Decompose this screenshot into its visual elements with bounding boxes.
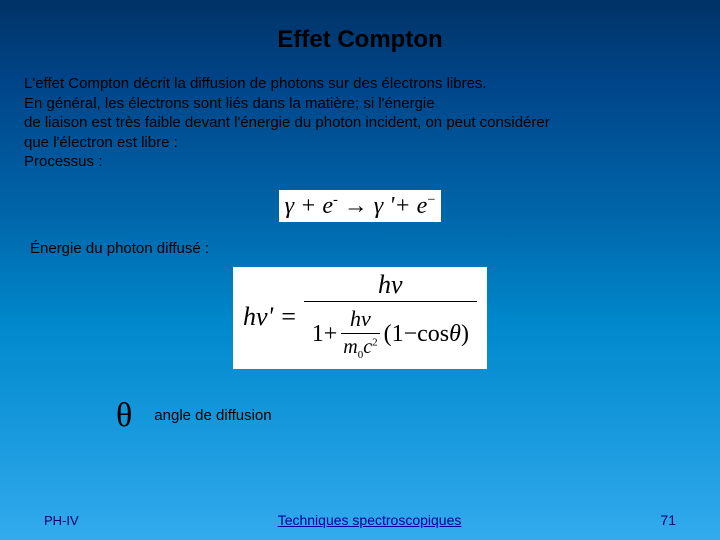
inner-den: m0c2 — [341, 334, 379, 362]
lhs-nu: ν — [256, 302, 268, 331]
inner-num-nu: ν — [361, 306, 371, 331]
sym-plus2: + — [394, 193, 416, 219]
para-line-4: que l'électron est libre : — [24, 133, 696, 153]
den-openp: (1 — [384, 320, 404, 349]
sym-e2: e — [417, 193, 428, 219]
footer: PH-IV Techniques spectroscopiques 71 — [0, 512, 720, 528]
theta-label: angle de diffusion — [154, 407, 271, 424]
inner-den-c: c — [363, 336, 372, 358]
inner-fraction: hν m0c2 — [341, 306, 379, 363]
equation-process: γ + e- → γ '+ e− — [0, 190, 720, 222]
equation-energy-inner: hν' = hν 1 + hν m0c2 — [233, 267, 487, 369]
num-nu: ν — [391, 270, 403, 299]
lhs-h: h — [243, 302, 256, 331]
eq-numerator: hν — [304, 271, 477, 302]
theta-row: θ angle de diffusion — [0, 397, 720, 435]
slide-title: Effet Compton — [0, 0, 720, 74]
sym-gamma: γ — [285, 193, 294, 219]
sym-plus1: + — [294, 193, 322, 219]
inner-den-2: 2 — [372, 337, 378, 349]
den-one: 1 — [312, 320, 324, 349]
equation-energy: hν' = hν 1 + hν m0c2 — [0, 267, 720, 369]
theta-symbol: θ — [116, 397, 132, 435]
eq-denominator: 1 + hν m0c2 (1 − cos θ — [304, 302, 477, 363]
body-paragraph: L'effet Compton décrit la diffusion de p… — [0, 74, 720, 172]
den-cos: cos — [417, 320, 449, 349]
sym-e2-sup: − — [427, 192, 435, 208]
eq-lhs: hν' = — [243, 302, 304, 331]
inner-num: hν — [341, 306, 379, 333]
sym-arrow: → — [338, 193, 374, 219]
inner-num-h: h — [350, 306, 361, 331]
den-theta: θ — [449, 320, 461, 349]
subheading: Énergie du photon diffusé : — [0, 240, 720, 257]
footer-right: 71 — [660, 512, 676, 528]
den-minus: − — [404, 320, 418, 349]
sym-e1: e — [322, 193, 333, 219]
sym-gamma-prime: γ ' — [374, 193, 395, 219]
lhs-prime-eq: ' = — [268, 302, 304, 331]
den-closep: ) — [461, 320, 469, 349]
den-plus: + — [324, 320, 338, 349]
para-line-1: L'effet Compton décrit la diffusion de p… — [24, 74, 696, 94]
footer-left: PH-IV — [44, 513, 79, 528]
para-line-3: de liaison est très faible devant l'éner… — [24, 113, 696, 133]
equation-process-inner: γ + e- → γ '+ e− — [279, 190, 442, 222]
para-line-2: En général, les électrons sont liés dans… — [24, 94, 696, 114]
inner-den-m: m — [343, 336, 357, 358]
footer-center: Techniques spectroscopiques — [278, 512, 462, 528]
eq-fraction: hν 1 + hν m0c2 (1 — [304, 271, 477, 363]
para-line-5: Processus : — [24, 152, 696, 172]
num-h: h — [378, 270, 391, 299]
